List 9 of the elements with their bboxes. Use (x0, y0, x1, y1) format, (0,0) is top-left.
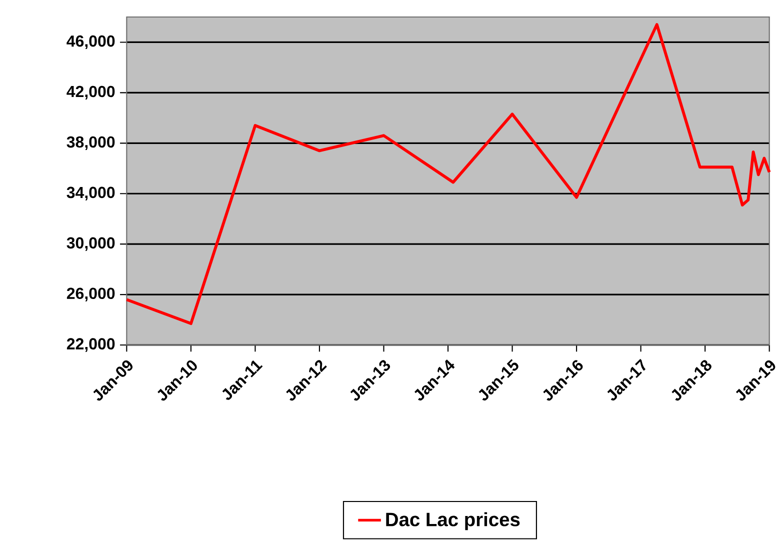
y-tick-label: 38,000 (66, 136, 115, 150)
legend-label: Dac Lac prices (386, 512, 520, 530)
y-tick-label: 46,000 (66, 35, 115, 50)
line-series (125, 23, 771, 326)
y-tick-label: 22,000 (66, 338, 115, 352)
y-tick-label: 30,000 (66, 237, 115, 251)
y-tick-label: 26,000 (66, 288, 115, 302)
y-tick-label: 42,000 (66, 86, 115, 100)
y-tick-label: 34,000 (66, 186, 115, 200)
